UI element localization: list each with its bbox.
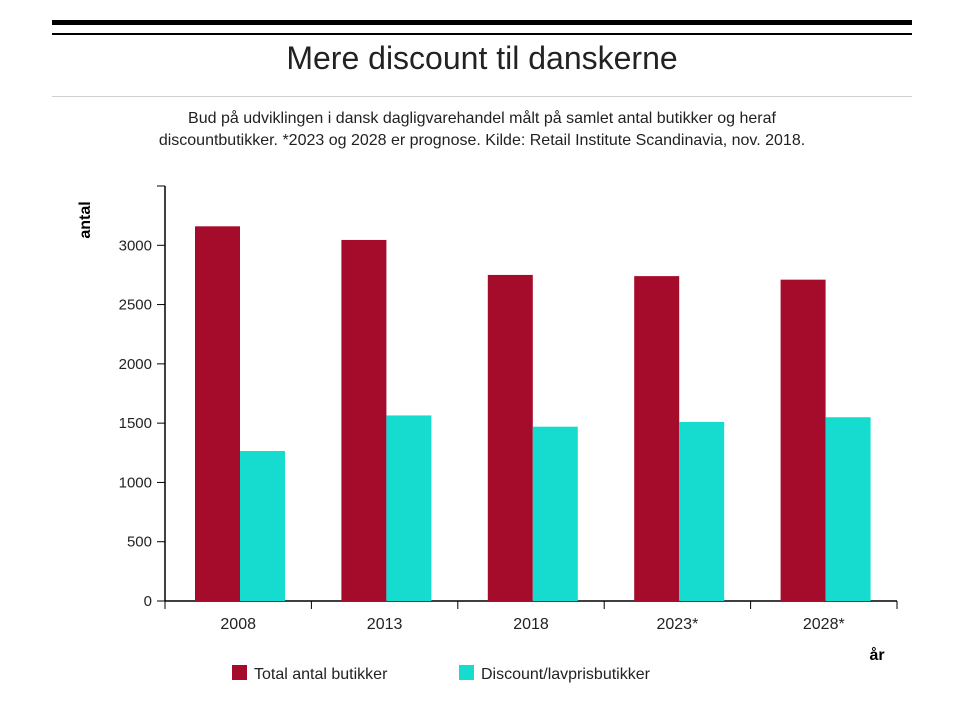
x-tick-label-2013: 2013: [367, 616, 403, 633]
x-tick-label-2023: 2023*: [656, 616, 698, 633]
bar-total-2023: [634, 276, 680, 601]
bar-discount-2018: [532, 426, 578, 601]
bar-discount-2028: [825, 417, 871, 601]
subtitle-line-1: Bud på udviklingen i dansk dagligvarehan…: [188, 110, 776, 127]
bar-discount-2023: [679, 421, 725, 601]
chart-title: Mere discount til danskerne: [286, 40, 678, 76]
legend-label-total: Total antal butikker: [254, 666, 388, 683]
y-tick-label-500: 500: [127, 534, 152, 551]
y-tick-label-2000: 2000: [119, 356, 152, 373]
y-tick-label-1000: 1000: [119, 474, 152, 491]
bar-total-2018: [487, 274, 533, 601]
top-rule-thin: [52, 33, 912, 35]
y-axis-label: antal: [77, 201, 94, 238]
x-tick-label-2028: 2028*: [803, 616, 845, 633]
bar-discount-2008: [240, 451, 285, 601]
y-tick-label-1500: 1500: [119, 415, 152, 432]
top-rule-thick: [52, 20, 912, 25]
bar-discount-2013: [386, 415, 432, 601]
x-axis-label: år: [869, 646, 884, 664]
x-tick-label-2018: 2018: [513, 616, 549, 633]
legend-label-discount: Discount/lavprisbutikker: [481, 666, 651, 683]
x-tick-label-2008: 2008: [220, 616, 256, 633]
y-tick-label-0: 0: [144, 593, 152, 610]
bar-total-2013: [341, 239, 387, 601]
legend-swatch-discount: [459, 665, 474, 680]
legend-swatch-total: [232, 665, 247, 680]
subtitle-line-2: discountbutikker. *2023 og 2028 er progn…: [158, 132, 806, 149]
title-divider: [52, 96, 912, 97]
y-tick-label-3000: 3000: [119, 237, 152, 254]
y-tick-label-2500: 2500: [119, 297, 152, 314]
bar-total-2028: [780, 279, 826, 601]
bar-total-2008: [195, 226, 240, 602]
chart-subtitle: Bud på udviklingen i dansk dagligvarehan…: [62, 108, 902, 152]
